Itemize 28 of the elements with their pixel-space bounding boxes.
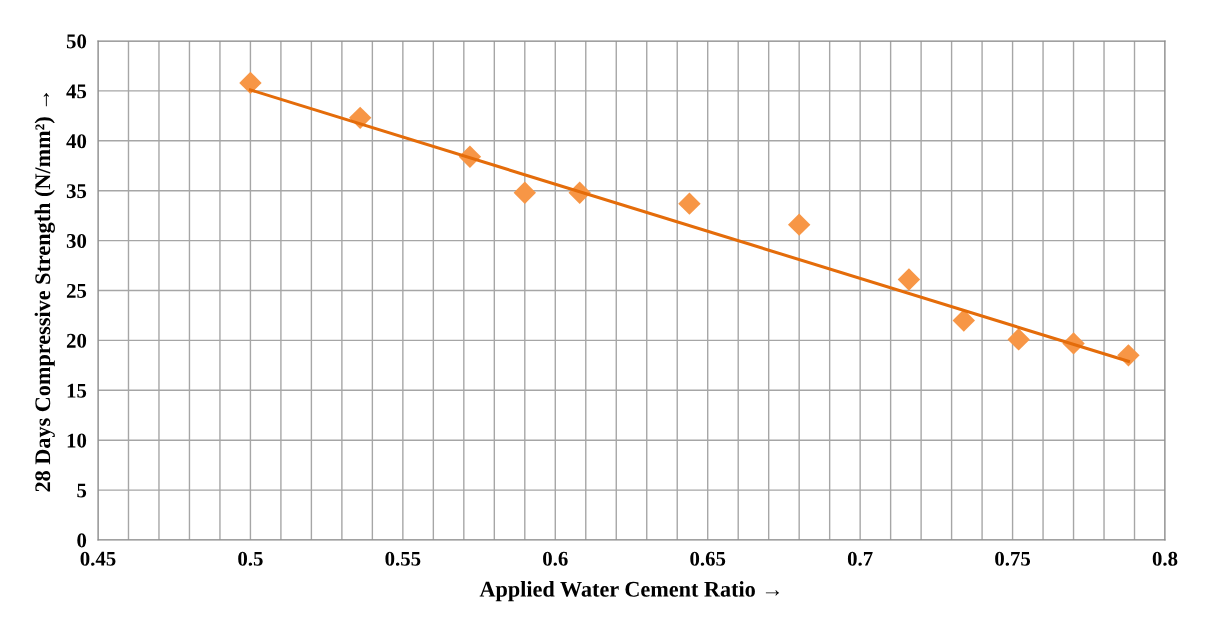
y-tick-label: 15 xyxy=(67,383,87,398)
x-tick-label: 0.6 xyxy=(543,551,568,566)
y-tick-label: 20 xyxy=(66,333,87,348)
y-tick-label: 50 xyxy=(66,34,87,49)
point xyxy=(513,181,536,204)
y-tick-label: 5 xyxy=(77,483,87,498)
point xyxy=(239,71,262,95)
point xyxy=(897,268,921,291)
x-tick-label: 0.75 xyxy=(995,551,1031,566)
y-tick-label: 40 xyxy=(66,134,87,149)
x-tick-label: 0.5 xyxy=(238,551,263,566)
x-tick-label: 0.65 xyxy=(690,551,726,566)
point xyxy=(1007,328,1030,351)
y-tick-label: 45 xyxy=(66,84,87,99)
y-tick-label: 30 xyxy=(66,233,87,249)
y-tick-label: 35 xyxy=(66,184,87,199)
y-axis-title: 28 Days Compressive Strength (N/mm²) → xyxy=(34,93,55,492)
point xyxy=(678,192,701,215)
x-tick-label: 0.45 xyxy=(80,551,116,566)
x-tick-label: 0.8 xyxy=(1152,551,1178,566)
y-tick-label: 10 xyxy=(67,433,87,448)
y-tick-label: 25 xyxy=(66,283,87,298)
y-tick-label: 0 xyxy=(77,533,87,548)
point xyxy=(787,213,811,236)
x-tick-label: 0.55 xyxy=(385,551,421,566)
point xyxy=(952,309,975,332)
x-tick-label: 0.7 xyxy=(847,551,873,566)
x-axis-title: Applied Water Cement Ratio → xyxy=(479,581,780,602)
